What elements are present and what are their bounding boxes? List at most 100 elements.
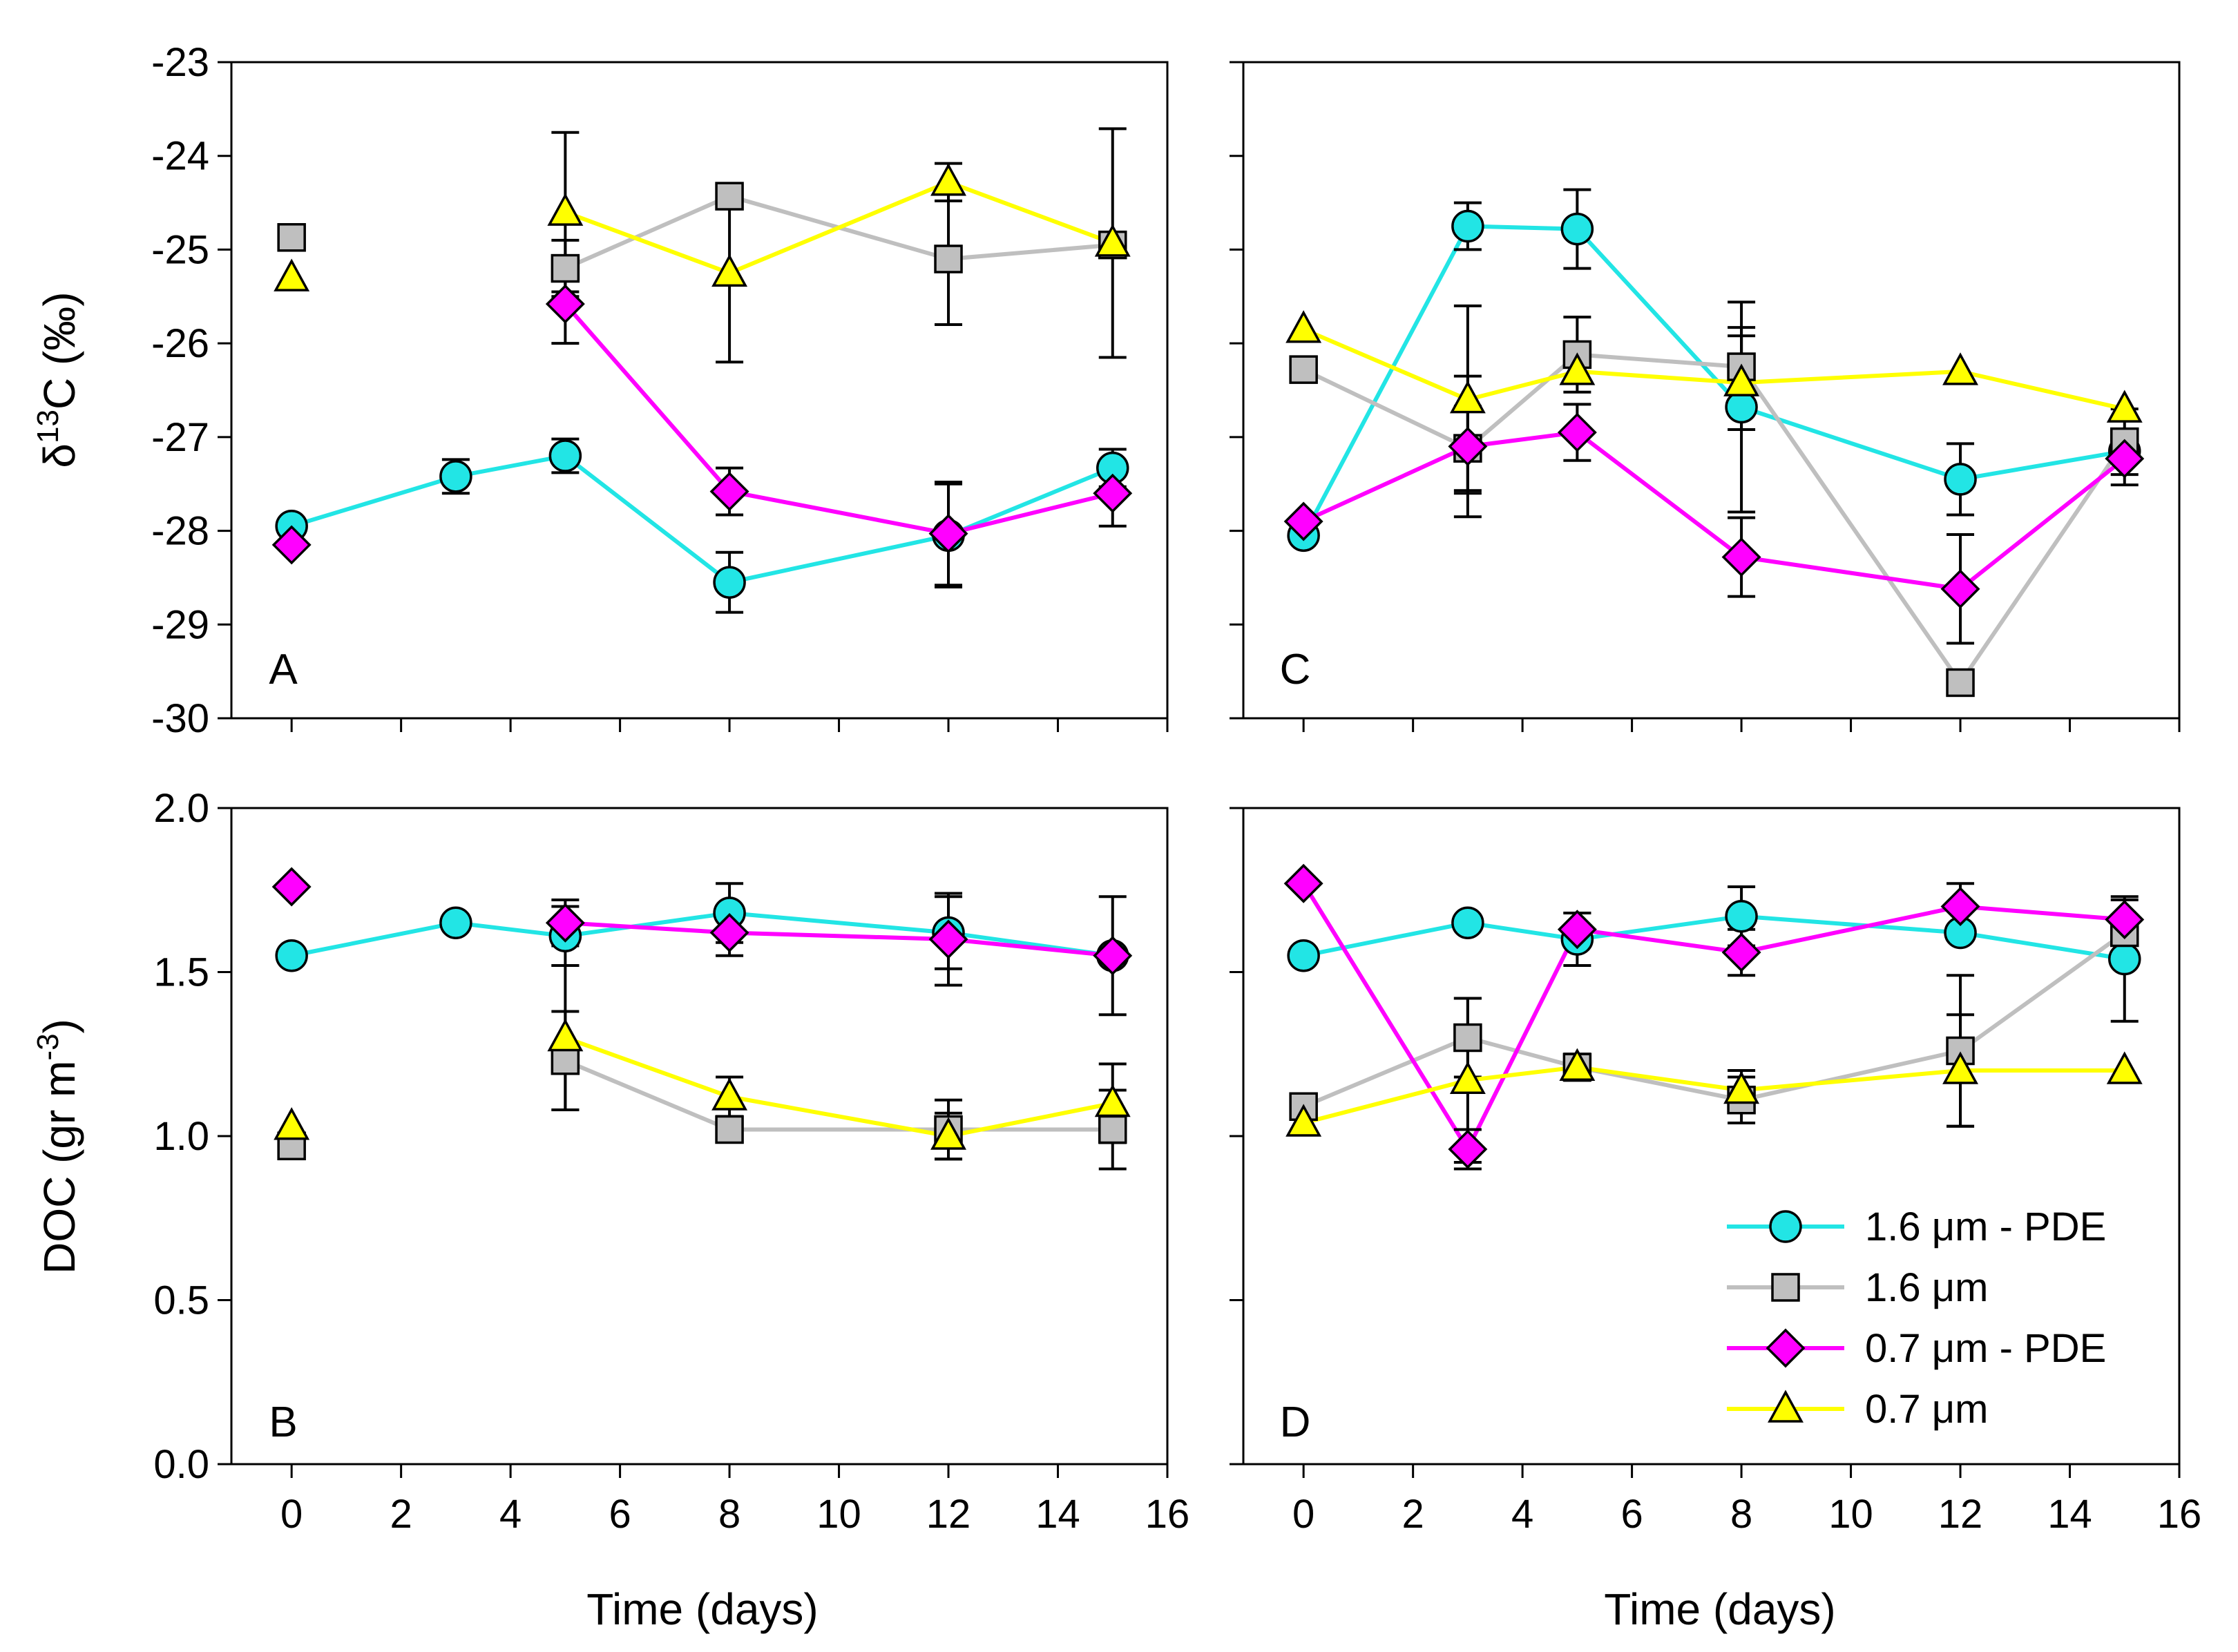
legend-label: 0.7 μm - PDE [1865, 1326, 2106, 1371]
data-point-pde07 [709, 472, 749, 512]
series-line [1302, 352, 2127, 686]
data-point-m07 [930, 1117, 966, 1150]
legend-entry-pde16: 1.6 μm - PDE [1727, 1204, 2106, 1249]
data-point-m16 [1946, 668, 1975, 698]
data-point-pde07 [1283, 501, 1323, 541]
panel-label: D [1280, 1399, 1311, 1446]
data-point-pde07 [2105, 439, 2145, 479]
data-point-pde16 [1725, 900, 1758, 933]
data-point-m07 [1559, 1048, 1596, 1081]
data-point-pde07 [271, 867, 312, 907]
x-tick-label: 6 [1620, 1492, 1643, 1537]
series-line [564, 180, 1113, 276]
data-point-m07 [1285, 310, 1322, 343]
plot-frame [1242, 61, 2181, 720]
series-line [564, 1058, 1113, 1132]
data-point-pde07 [1940, 569, 1980, 609]
data-point-pde16 [275, 939, 308, 972]
y-tick-label: -25 [151, 227, 209, 272]
data-point-m16 [934, 244, 963, 273]
y-tick-label: 0.0 [153, 1442, 209, 1487]
y-axis-title-d13c-rest: C (‰) [35, 291, 84, 410]
series-line [564, 302, 1113, 536]
x-tick-label: 0 [1292, 1492, 1314, 1537]
series-line [291, 910, 1113, 958]
data-point-m07 [1449, 1061, 1486, 1094]
data-point-pde07 [1721, 932, 1761, 972]
series-pde07 [551, 263, 1127, 587]
y-axis-title-doc-main: DOC (gr m [35, 1061, 84, 1274]
plot-frame [230, 61, 1169, 720]
data-point-pde07 [928, 919, 968, 959]
data-point-pde07 [1940, 887, 1980, 926]
series-line [565, 921, 1113, 958]
data-point-m07 [274, 1107, 310, 1140]
series-pde07 [551, 892, 1113, 987]
y-tick-label: -30 [151, 696, 209, 741]
legend-label: 1.6 μm [1865, 1265, 1988, 1310]
data-point-m07 [1094, 1084, 1131, 1117]
data-point-m16 [715, 1115, 744, 1144]
y-tick-label: 1.5 [153, 950, 209, 995]
legend-entry-pde07: 0.7 μm - PDE [1727, 1326, 2106, 1371]
data-point-pde16 [1451, 209, 1484, 243]
panel-d: 0 2 4 6 8 10 12 14 16 D [1230, 807, 2202, 1537]
data-point-m16 [1098, 1115, 1127, 1144]
series-pde16 [291, 882, 1127, 1017]
legend-entry-m16: 1.6 μm [1727, 1265, 1988, 1310]
x-tick-label: 14 [2047, 1492, 2092, 1537]
data-point-m07 [711, 1077, 748, 1111]
x-axis-title-left: Time (days) [586, 1584, 818, 1634]
series-line [1302, 327, 2125, 412]
x-tick-label: 16 [2157, 1492, 2202, 1537]
y-tick-label: -29 [151, 602, 209, 647]
data-point-m16 [551, 1046, 580, 1075]
data-point-pde07 [1093, 936, 1133, 976]
data-point-pde07 [2105, 900, 2145, 939]
x-tick-label: 8 [718, 1492, 740, 1537]
series-line [1303, 914, 2125, 961]
legend-entry-m07: 0.7 μm [1727, 1387, 1988, 1432]
series-m16 [1302, 316, 2139, 686]
data-point-pde16 [439, 460, 472, 493]
data-point-m07 [1449, 380, 1486, 414]
data-point-m16 [277, 223, 306, 252]
x-tick-label: 12 [926, 1492, 971, 1537]
panel-label: B [269, 1399, 297, 1446]
data-point-m07 [1094, 224, 1131, 257]
y-tick-label: -26 [151, 321, 209, 366]
data-point-pde07 [1448, 1129, 1488, 1169]
legend-marker [1768, 1390, 1804, 1423]
data-point-m07 [1942, 1051, 1978, 1084]
series-line [291, 453, 1113, 585]
data-point-m07 [930, 163, 966, 196]
x-tick-label: 0 [280, 1492, 303, 1537]
y-axis-title-doc: DOC (gr m-3) [31, 1019, 84, 1274]
series-m07 [551, 127, 1127, 364]
legend: 1.6 μm - PDE 1.6 μm 0.7 μm - PDE 0.7 μm [1727, 1204, 2106, 1432]
x-tick-label: 6 [609, 1492, 631, 1537]
panel-label: C [1280, 646, 1311, 693]
x-tick-label: 8 [1730, 1492, 1752, 1537]
legend-label: 1.6 μm - PDE [1865, 1204, 2106, 1249]
data-point-m16 [1453, 1023, 1482, 1053]
series-pde16 [1303, 885, 2139, 1023]
y-tick-label: -27 [151, 415, 209, 460]
data-point-pde16 [548, 439, 582, 472]
x-tick-label: 4 [499, 1492, 522, 1537]
data-point-pde16 [713, 566, 746, 599]
data-point-pde16 [1451, 906, 1484, 939]
data-point-m07 [547, 1018, 584, 1052]
panel-b: 0 2 4 6 8 10 12 14 16 0.0 0.5 1.0 1.5 2.0 B [153, 786, 1189, 1537]
data-point-m07 [1559, 352, 1596, 385]
x-tick-label: 4 [1511, 1492, 1533, 1537]
y-axis-title-d13c: δ13C (‰) [31, 291, 84, 468]
y-tick-label: -28 [151, 509, 209, 554]
y-axis-title-d13c-main: δ [35, 443, 84, 468]
x-tick-label: 2 [1402, 1492, 1424, 1537]
y-axis-title-doc-sup: -3 [31, 1033, 65, 1060]
x-axis-title-right: Time (days) [1604, 1584, 1835, 1634]
x-tick-label: 16 [1145, 1492, 1190, 1537]
data-point-pde07 [1448, 426, 1488, 466]
